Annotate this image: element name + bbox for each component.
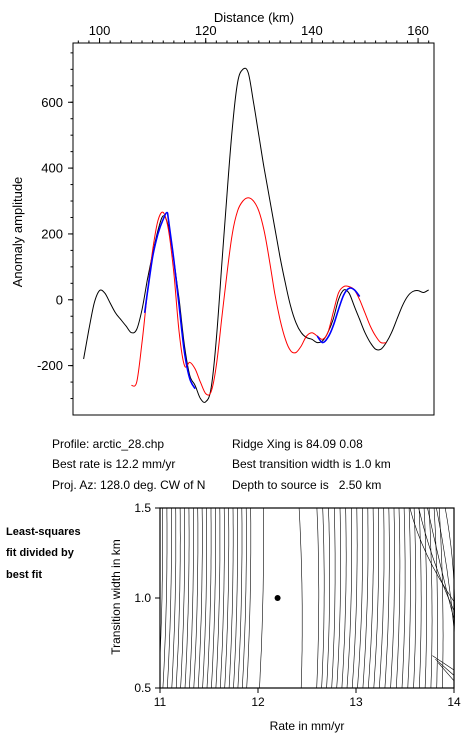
info-proj-az: Proj. Az: 128.0 deg. CW of N (52, 478, 205, 492)
contour-line (336, 507, 342, 689)
contour-line (175, 507, 181, 689)
contour-line (351, 507, 358, 689)
contour-line (390, 507, 395, 689)
contour-line (413, 507, 417, 689)
info-depth: Depth to source is 2.50 km (232, 478, 381, 492)
contour-line (341, 507, 347, 689)
bottom-x-tick-label: 14 (447, 695, 461, 709)
contour-line (298, 507, 303, 689)
contour-line (373, 507, 379, 689)
contour-line (211, 508, 216, 689)
bottom-y-tick-labels: 0.5 1.0 1.5 (134, 501, 151, 695)
bottom-y-tick-label: 1.5 (134, 501, 151, 515)
model-profile-line (131, 197, 387, 396)
contour-line (162, 508, 168, 689)
contour-line (189, 507, 194, 689)
bottom-x-tick-label: 12 (251, 695, 265, 709)
bottom-x-axis-title: Rate in mm/yr (270, 719, 345, 733)
info-ridge-xing: Ridge Xing is 84.09 0.08 (232, 437, 363, 451)
contour-line (346, 507, 352, 689)
contour-line (228, 507, 234, 689)
contour-line (433, 507, 438, 689)
contour-line (428, 507, 433, 689)
top-x-tick-label: 160 (407, 23, 429, 38)
contour-line (438, 507, 444, 689)
contour-line (407, 507, 411, 689)
bottom-x-tick-label: 11 (154, 695, 167, 709)
top-y-tick-labels: -200 0 200 400 600 (37, 95, 63, 373)
contour-line (233, 507, 238, 689)
contour-line (215, 507, 221, 689)
side-label-line-1: Least-squares (6, 526, 81, 538)
side-label-line-3: best fit (6, 569, 42, 581)
contour-line (202, 507, 207, 689)
info-profile: Profile: arctic_28.chp (52, 437, 164, 451)
top-x-tick-label: 140 (301, 23, 323, 38)
contour-line-corner (436, 507, 455, 629)
top-y-tick-label: 400 (41, 161, 63, 176)
info-best-width: Best transition width is 1.0 km (232, 457, 391, 471)
contour-line (184, 507, 190, 689)
contour-line (224, 507, 230, 689)
contour-line (246, 507, 252, 689)
observed-profile-line (83, 67, 429, 403)
contour-line (171, 507, 177, 689)
contour-line-corner (427, 507, 455, 620)
top-x-tick-label: 120 (195, 23, 217, 38)
bottom-x-tick-label: 13 (349, 695, 363, 709)
contour-line (368, 507, 374, 689)
top-y-tick-label: 0 (56, 292, 63, 307)
contour-lines (159, 507, 455, 689)
top-plot-frame (72, 42, 435, 416)
bottom-y-tick-label: 0.5 (134, 681, 151, 695)
top-y-tick-label: 200 (41, 226, 63, 241)
bottom-y-axis-title: Transition width in km (109, 539, 123, 655)
contour-line (384, 507, 390, 689)
top-x-tick-label: 100 (89, 23, 111, 38)
contour-line (242, 507, 247, 689)
info-best-rate: Best rate is 12.2 mm/yr (52, 457, 175, 471)
contour-line (167, 508, 172, 689)
fit-window-line-1 (143, 211, 196, 390)
contour-line (321, 507, 325, 689)
contour-line (379, 507, 385, 689)
top-x-axis-title: Distance (km) (214, 10, 294, 25)
top-y-axis-title: Anomaly amplitude (10, 177, 25, 288)
contour-line (193, 507, 199, 689)
top-y-tick-label: -200 (37, 358, 63, 373)
contour-line (331, 507, 336, 689)
contour-line-corner (438, 662, 455, 681)
fit-window-line-2 (316, 287, 361, 344)
contour-line (401, 507, 406, 689)
top-plot-series (83, 67, 429, 403)
contour-line (259, 507, 264, 689)
contour-line-corner (435, 658, 455, 676)
contour-line (362, 507, 369, 689)
top-y-tick-label: 600 (41, 95, 63, 110)
contour-line (357, 507, 363, 689)
contour-line (180, 507, 185, 689)
top-axis-ticks (68, 38, 430, 400)
contour-line (237, 507, 243, 689)
contour-line (326, 507, 331, 689)
contour-line-corner (432, 655, 455, 671)
side-label-line-2: fit divided by (6, 547, 75, 559)
contour-line (316, 507, 320, 689)
bottom-y-tick-label: 1.0 (134, 591, 151, 605)
contour-line (423, 507, 427, 689)
contour-line (418, 507, 422, 689)
bottom-x-tick-labels: 11 12 13 14 (154, 695, 461, 709)
contour-line (197, 507, 203, 689)
best-fit-point (274, 595, 281, 601)
contour-line (396, 507, 401, 689)
contour-line (220, 507, 225, 689)
top-x-tick-labels: 100 120 140 160 (89, 23, 429, 38)
contour-line (206, 508, 212, 689)
bottom-axis-ticks (155, 507, 455, 693)
contour-line-corner (409, 507, 455, 602)
